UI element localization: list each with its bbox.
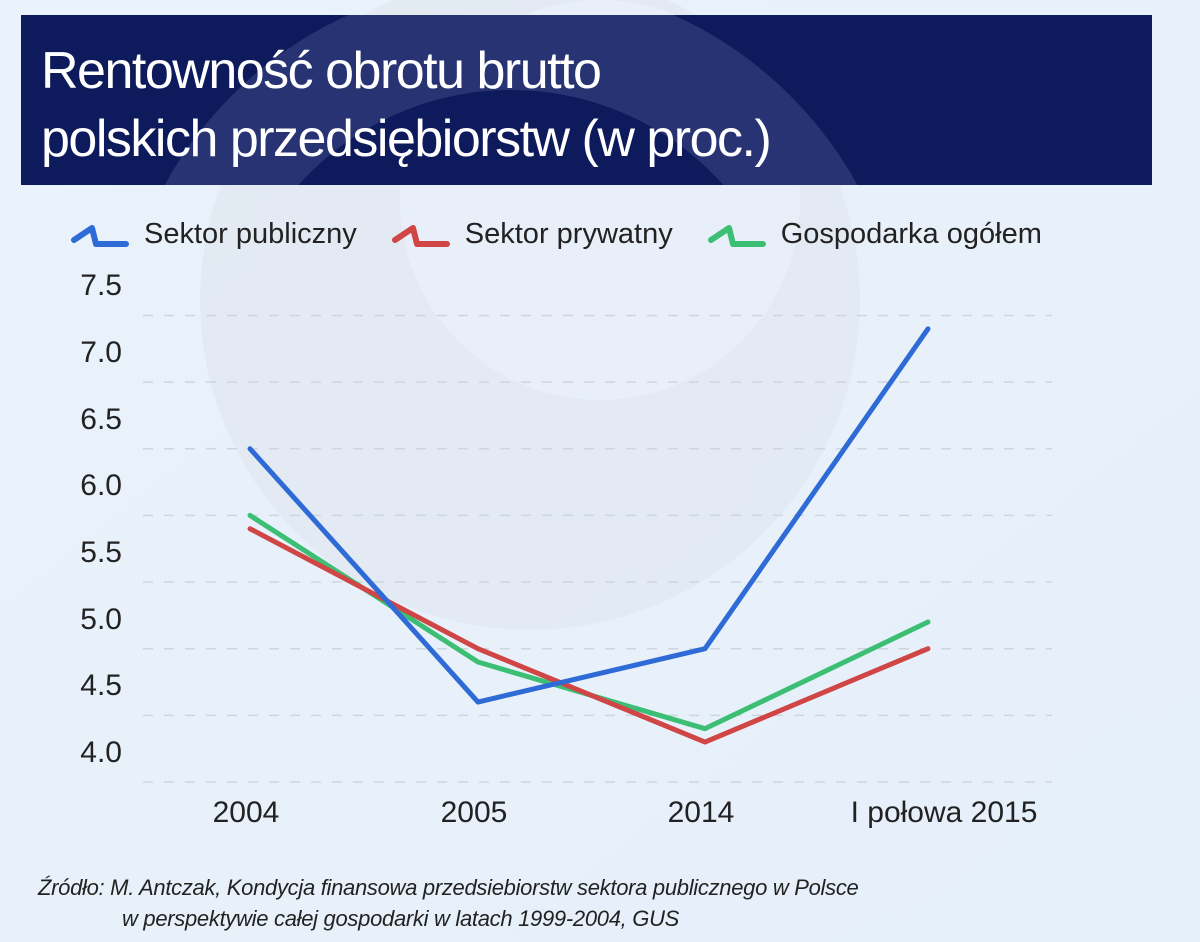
source-line-1: Źródło: M. Antczak, Kondycja finansowa p…	[38, 875, 859, 900]
x-tick-label: I połowa 2015	[850, 796, 1038, 829]
x-tick-label: 2005	[440, 796, 508, 829]
source-line-2: w perspektywie całej gospodarki w latach…	[122, 906, 680, 931]
banner-watermark	[164, 15, 858, 185]
series-line	[247, 326, 931, 705]
legend-label: Sektor prywatny	[464, 218, 673, 250]
series-line	[247, 526, 931, 745]
y-tick-label: 7.5	[80, 269, 122, 303]
y-tick-label: 5.0	[80, 602, 122, 636]
legend: Sektor publiczny Sektor prywatny Gospoda…	[70, 218, 1076, 251]
legend-label: Sektor publiczny	[144, 218, 357, 250]
legend-item-private: Sektor prywatny	[391, 218, 673, 251]
y-tick-label: 7.0	[80, 336, 122, 370]
title-line-2: polskich przedsiębiorstw	[41, 110, 570, 168]
line-zigzag-icon	[71, 224, 129, 247]
title-banner: Rentowność obrotu brutto polskich przeds…	[21, 15, 1152, 185]
legend-item-total: Gospodarka ogółem	[707, 218, 1042, 251]
line-zigzag-icon	[707, 224, 766, 247]
line-zigzag-icon	[391, 224, 450, 247]
y-tick-label: 5.5	[80, 536, 122, 570]
legend-item-public: Sektor publiczny	[70, 218, 357, 251]
title-unit: (w proc.)	[581, 110, 772, 168]
y-tick-label: 6.5	[80, 402, 122, 436]
title-line-1: Rentowność obrotu brutto	[41, 42, 602, 100]
x-tick-label: 2004	[212, 796, 280, 829]
y-tick-label: 4.0	[80, 736, 122, 769]
y-tick-label: 6.0	[80, 469, 122, 503]
legend-label: Gospodarka ogółem	[780, 218, 1042, 250]
source-note: Źródło: M. Antczak, Kondycja finansowa p…	[38, 872, 859, 934]
chart-title: Rentowność obrotu brutto polskich przeds…	[41, 37, 772, 173]
y-tick-label: 4.5	[80, 669, 122, 703]
x-tick-label: 2014	[667, 796, 735, 829]
